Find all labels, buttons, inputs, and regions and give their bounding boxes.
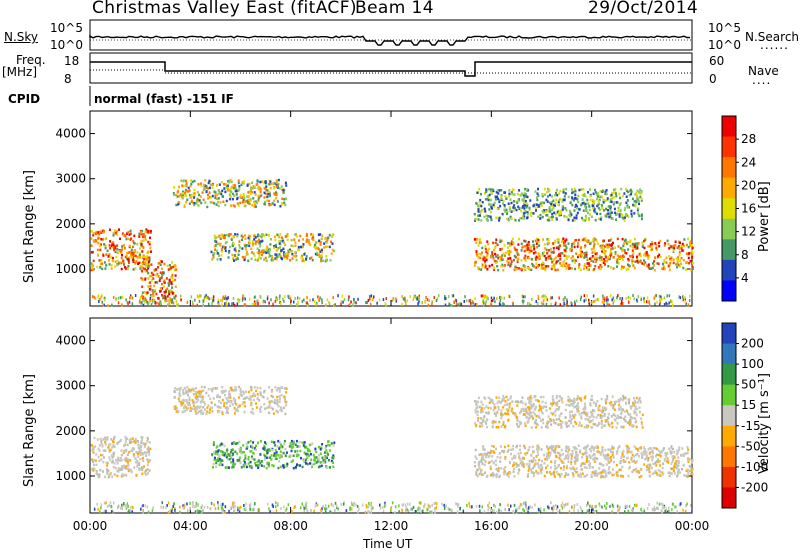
- colorbar-tick-label-1-6: -100: [741, 460, 768, 474]
- colorbar-swatch-0-5: [722, 218, 736, 240]
- nsearch-tick-top: 10^5: [708, 21, 741, 35]
- y-tick-label-0-0: 1000: [55, 262, 86, 276]
- colorbar-swatch-1-3: [722, 384, 736, 406]
- nsky-tick-bottom: 10^0: [50, 38, 83, 52]
- colorbar-tick-label-0-3: 16: [741, 202, 756, 216]
- y-tick-label-0-3: 4000: [55, 127, 86, 141]
- nsearch-tick-bottom: 10^0: [708, 38, 741, 52]
- nave-dotted-key: ....: [752, 73, 772, 87]
- station-title: Christmas Valley East (fitACF): [92, 0, 357, 18]
- y-tick-label-1-1: 2000: [55, 424, 86, 438]
- x-axis-label: Time UT: [363, 537, 413, 551]
- echo-region-group-0: [90, 178, 694, 307]
- nave-label: Nave: [748, 64, 779, 78]
- x-tick-label-5: 20:00: [574, 519, 609, 533]
- colorbar-tick-label-0-6: 4: [741, 271, 749, 285]
- colorbar-frame-1: [721, 322, 737, 509]
- freq-label-2: [MHz]: [2, 65, 38, 79]
- echo-region-0-4: [473, 237, 694, 272]
- y-tick-label-1-2: 3000: [55, 379, 86, 393]
- echo-region-1-3: [473, 444, 694, 479]
- nsky-panel-frame: [89, 19, 693, 51]
- cpid-text: normal (fast) -151 IF: [94, 92, 234, 106]
- echo-region-1-1: [173, 385, 288, 416]
- y-tick-label-1-3: 4000: [55, 334, 86, 348]
- colorbar-swatch-0-8: [722, 280, 736, 302]
- freq-label-1: Freq.: [16, 53, 46, 67]
- colorbar-swatch-0-0: [722, 116, 736, 138]
- colorbar-swatch-0-6: [722, 239, 736, 261]
- x-tick-label-4: 16:00: [474, 519, 509, 533]
- y-tick-label-1-0: 1000: [55, 469, 86, 483]
- echo-region-1-4: [473, 394, 644, 429]
- colorbar-swatch-1-8: [722, 487, 736, 509]
- nsky-trace: [89, 34, 691, 46]
- colorbar-tick-label-1-4: -15: [741, 419, 761, 433]
- colorbar-swatch-0-4: [722, 198, 736, 220]
- nsky-label: N.Sky: [4, 30, 39, 44]
- freq-tick-bottom: 8: [64, 72, 72, 86]
- colorbar-swatch-1-1: [722, 343, 736, 365]
- colorbar-tick-label-0-1: 24: [741, 155, 756, 169]
- echo-region-0-3: [210, 232, 336, 263]
- x-tick-label-0: 00:00: [73, 519, 108, 533]
- colorbar-swatch-1-2: [722, 364, 736, 386]
- echo-region-0-5: [473, 187, 643, 222]
- colorbar-tick-label-0-2: 20: [741, 178, 756, 192]
- colorbar-swatch-1-0: [722, 323, 736, 345]
- colorbar-swatch-1-5: [722, 425, 736, 447]
- colorbar-tick-label-1-7: -200: [741, 480, 768, 494]
- x-tick-label-3: 12:00: [374, 519, 409, 533]
- nave-tick-top: 60: [709, 54, 725, 68]
- colorbar-tick-label-1-2: 50: [741, 378, 756, 392]
- y-tick-label-0-1: 2000: [55, 217, 86, 231]
- colorbar-swatch-0-7: [722, 259, 736, 281]
- echo-region-0-0: [90, 228, 152, 272]
- colorbar-swatch-1-7: [722, 466, 736, 488]
- colorbar-swatch-0-1: [722, 136, 736, 158]
- echo-region-1-2: [211, 439, 336, 470]
- x-tick-label-6: 00:00: [675, 519, 710, 533]
- cpid-label: CPID: [8, 92, 41, 106]
- freq-tick-top: 18: [64, 54, 80, 68]
- colorbar-tick-label-1-3: 15: [741, 398, 756, 412]
- echo-region-group-1: [90, 385, 694, 514]
- colorbar-swatch-0-3: [722, 177, 736, 199]
- colorbar-tick-label-1-0: 200: [741, 337, 764, 351]
- nsky-tick-top: 10^5: [50, 21, 83, 35]
- colorbar-swatch-1-4: [722, 405, 736, 427]
- nsearch-dotted-key: ......: [760, 38, 789, 52]
- colorbar-tick-label-1-5: -50: [741, 439, 761, 453]
- echo-region-0-1: [140, 260, 178, 305]
- x-tick-label-1: 04:00: [173, 519, 208, 533]
- colorbar-tick-label-0-5: 8: [741, 248, 749, 262]
- colorbar-tick-label-0-4: 12: [741, 225, 756, 239]
- freq-panel-frame: [89, 52, 693, 84]
- colorbar-swatch-1-6: [722, 446, 736, 468]
- freq-trace: [90, 61, 692, 77]
- date-title: 29/Oct/2014: [588, 0, 699, 18]
- colorbar-swatch-0-2: [722, 157, 736, 179]
- nave-tick-bottom: 0: [709, 72, 717, 86]
- echo-region-0-2: [172, 178, 288, 209]
- x-tick-label-2: 08:00: [273, 519, 308, 533]
- beam-title: Beam 14: [355, 0, 434, 18]
- nsearch-label: N.Search: [745, 30, 800, 44]
- colorbar-tick-label-1-1: 100: [741, 357, 764, 371]
- background-speckle-0: [91, 294, 691, 307]
- background-speckle-1: [93, 501, 693, 514]
- y-tick-label-0-2: 3000: [55, 172, 86, 186]
- echo-region-1-0: [90, 435, 152, 479]
- colorbar-tick-label-0-0: 28: [741, 132, 756, 146]
